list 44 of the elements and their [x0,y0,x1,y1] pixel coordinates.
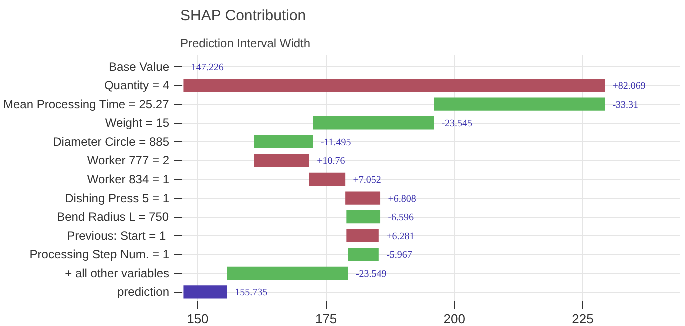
data-label: +7.052 [353,175,382,186]
chart-subtitle: Prediction Interval Width [180,36,311,50]
y-tick-label: Worker 834 = 1 [87,172,170,186]
chart-title: SHAP Contribution [180,8,306,24]
data-label: +10.76 [317,156,346,168]
y-tick-label: prediction [117,285,170,300]
bar [254,135,314,148]
y-tick-label: Weight = 15 [105,116,170,130]
y-tick-label: Base Value [109,60,170,74]
y-tick-label: Processing Step Num. = 1 [30,248,170,262]
y-tick-label: Quantity = 4 [104,78,170,93]
bar [184,78,606,92]
y-tick-label: Bend Radius L = 750 [57,210,170,224]
bar [184,286,228,299]
y-tick-label: + all other variables [65,266,170,280]
x-tick-label: 200 [444,312,466,326]
data-label: -5.967 [386,250,412,262]
y-tick-label: Diameter Circle = 885 [53,134,170,149]
x-tick-label: 150 [187,312,209,326]
x-tick-label: 175 [315,312,338,326]
bar [346,192,381,205]
bar [346,229,379,242]
data-label: -6.596 [388,212,414,224]
y-tick-label: Previous: Start = 1 [67,228,166,243]
bar [313,116,434,130]
bar [346,210,381,224]
data-label: +6.808 [388,194,416,205]
data-label: -11.495 [320,137,352,148]
data-label: -23.549 [356,268,387,280]
data-label: 155.735 [235,288,268,299]
data-label: +6.281 [386,231,415,242]
annotation: 147.226 [191,62,224,74]
data-label: -23.545 [442,118,473,130]
bar [309,172,346,186]
data-label: -33.31 [612,100,639,111]
data-label: +82.069 [612,81,646,92]
y-tick-label: Dishing Press 5 = 1 [65,191,170,206]
y-tick-label: Worker 777 = 2 [87,154,170,168]
bar [434,98,606,111]
y-tick-label: Mean Processing Time = 25.27 [4,97,170,112]
bar [254,154,310,168]
bar [227,266,348,280]
bar [348,248,379,262]
x-tick-label: 225 [572,312,594,326]
